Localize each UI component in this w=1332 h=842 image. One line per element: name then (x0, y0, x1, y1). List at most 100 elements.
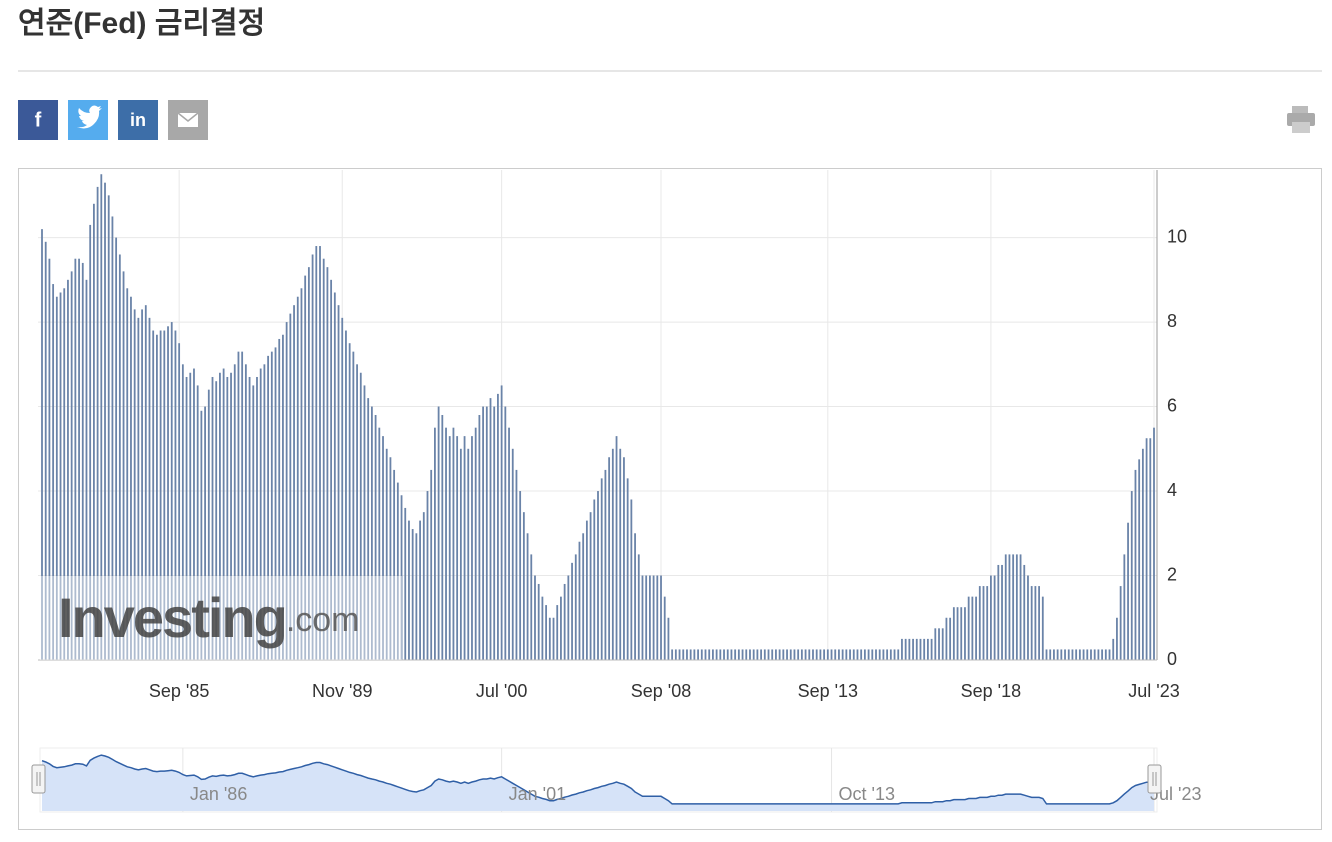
bar (708, 649, 711, 660)
bar (326, 267, 329, 660)
bar (552, 617, 555, 660)
navigator-handle[interactable] (1147, 764, 1162, 794)
bar (267, 355, 270, 660)
bar (178, 343, 181, 660)
bar (1145, 438, 1148, 660)
x-tick-label: Jul '23 (1128, 681, 1179, 701)
bar (645, 575, 648, 660)
bar (778, 649, 781, 660)
bar (85, 279, 88, 660)
bar (471, 436, 473, 660)
navigator-handle[interactable] (31, 764, 46, 794)
bar (89, 224, 92, 660)
bar (634, 533, 636, 660)
bar (582, 533, 585, 660)
bar (274, 347, 277, 660)
bar (819, 649, 822, 660)
bar (952, 607, 955, 660)
bar (311, 254, 314, 660)
bar (608, 457, 611, 660)
bar (734, 649, 737, 660)
bar (652, 575, 655, 660)
bar (956, 607, 959, 660)
bar (293, 305, 295, 660)
bar (589, 512, 592, 660)
bar (623, 457, 625, 660)
bar (993, 575, 996, 660)
bar (1067, 649, 1070, 660)
bar (860, 649, 863, 660)
bar (741, 649, 744, 660)
bar (1004, 554, 1007, 660)
bar (115, 237, 118, 660)
bar (1090, 649, 1092, 660)
bar (96, 186, 99, 660)
share-linkedin[interactable]: in (118, 100, 158, 140)
share-email[interactable] (168, 100, 208, 140)
bar (337, 305, 340, 660)
page-title: 연준(Fed) 금리결정 (18, 7, 265, 40)
bar (567, 575, 570, 660)
bar (704, 649, 707, 660)
bar (871, 649, 874, 660)
bar (63, 288, 66, 660)
bar (74, 258, 77, 660)
bar (296, 296, 299, 660)
navigator-tick-label: Jul '23 (1150, 784, 1201, 804)
navigator-line (41, 754, 1155, 805)
bar (938, 628, 940, 660)
bar (1045, 649, 1048, 660)
linkedin-button[interactable] (118, 100, 158, 140)
bar (737, 649, 740, 660)
bar (100, 174, 103, 661)
facebook-icon: f (35, 109, 42, 131)
y-tick-label: 10 (1167, 226, 1187, 246)
print-button[interactable] (1287, 106, 1315, 133)
facebook-button[interactable] (18, 100, 58, 140)
bar (92, 203, 95, 661)
bar (726, 649, 729, 660)
bar (563, 583, 566, 660)
bar (830, 649, 833, 660)
bar (1001, 564, 1003, 660)
bar (975, 596, 977, 660)
bar (897, 649, 900, 660)
bar (163, 330, 166, 660)
bar (852, 649, 855, 660)
bar (456, 436, 459, 660)
bar (511, 448, 514, 660)
bar (949, 617, 952, 660)
bar (678, 649, 681, 660)
bar (130, 296, 132, 660)
bar (775, 649, 777, 660)
bar (637, 554, 640, 660)
bar (841, 649, 844, 660)
x-tick-label: Sep '08 (631, 681, 692, 701)
bar (263, 364, 266, 660)
bar (626, 478, 629, 660)
bar (571, 562, 573, 660)
share-facebook[interactable]: f (18, 100, 58, 140)
bar (111, 216, 114, 660)
bar (760, 649, 762, 660)
bar (348, 343, 351, 660)
bar (285, 322, 288, 660)
bar (304, 275, 307, 660)
bar (611, 448, 614, 660)
bar (1078, 649, 1081, 660)
bar (730, 649, 733, 660)
bar (367, 398, 370, 660)
bar (396, 482, 399, 660)
bar (1060, 649, 1063, 660)
bar (241, 351, 244, 660)
bar (749, 649, 751, 660)
bar (712, 649, 714, 660)
bar (526, 533, 529, 660)
bar (663, 596, 666, 660)
bar (459, 448, 462, 660)
bar (437, 406, 440, 660)
share-twitter[interactable] (68, 100, 108, 140)
bar (448, 436, 451, 660)
